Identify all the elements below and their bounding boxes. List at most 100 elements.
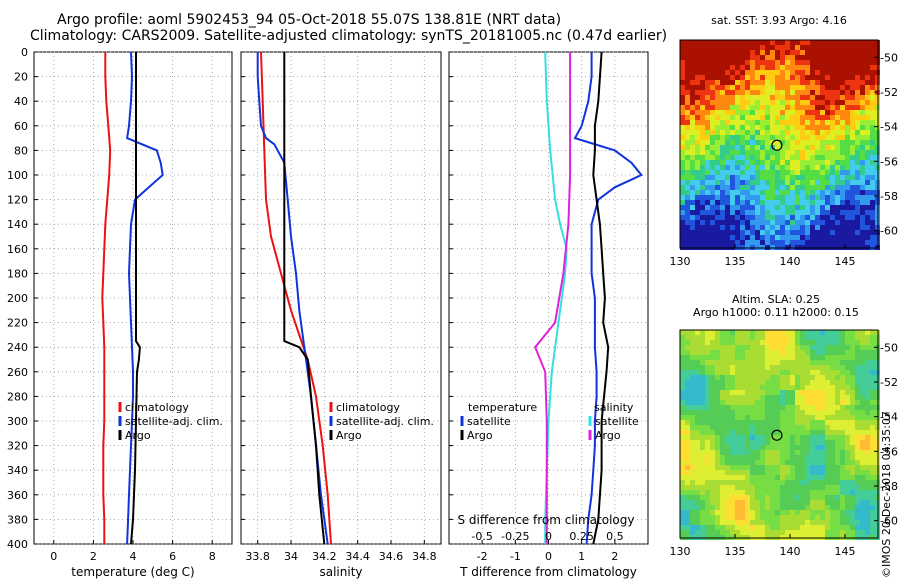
map-cell bbox=[830, 155, 835, 160]
map-cell bbox=[795, 40, 800, 45]
map-cell bbox=[835, 525, 840, 530]
map-cell bbox=[735, 415, 740, 420]
map-cell bbox=[680, 160, 685, 165]
map-cell bbox=[850, 425, 855, 430]
map-cell bbox=[690, 125, 695, 130]
map-cell bbox=[685, 130, 690, 135]
map-cell bbox=[850, 335, 855, 340]
y-tick-label: 100 bbox=[7, 169, 28, 182]
map-cell bbox=[800, 70, 805, 75]
map-cell bbox=[695, 365, 700, 370]
map-cell bbox=[865, 170, 870, 175]
map-cell bbox=[865, 410, 870, 415]
map-cell bbox=[730, 180, 735, 185]
map-cell bbox=[785, 455, 790, 460]
map-cell bbox=[835, 480, 840, 485]
map-cell bbox=[850, 55, 855, 60]
map-cell bbox=[845, 500, 850, 505]
map-cell bbox=[700, 50, 705, 55]
map-cell bbox=[720, 490, 725, 495]
sla-map-subtitle: Argo h1000: 0.11 h2000: 0.15 bbox=[693, 306, 859, 319]
map-cell bbox=[725, 105, 730, 110]
map-cell bbox=[865, 485, 870, 490]
map-cell bbox=[850, 65, 855, 70]
map-cell bbox=[785, 335, 790, 340]
map-cell bbox=[710, 120, 715, 125]
map-cell bbox=[845, 435, 850, 440]
map-cell bbox=[785, 120, 790, 125]
map-cell bbox=[705, 110, 710, 115]
map-cell bbox=[720, 530, 725, 535]
map-cell bbox=[865, 140, 870, 145]
map-cell bbox=[850, 235, 855, 240]
map-cell bbox=[710, 40, 715, 45]
map-cell bbox=[830, 190, 835, 195]
map-cell bbox=[735, 130, 740, 135]
map-cell bbox=[750, 185, 755, 190]
map-cell bbox=[735, 365, 740, 370]
map-cell bbox=[720, 520, 725, 525]
map-cell bbox=[855, 370, 860, 375]
map-cell bbox=[830, 80, 835, 85]
x-tick-label: 34.8 bbox=[412, 550, 437, 563]
map-cell bbox=[825, 465, 830, 470]
map-cell bbox=[845, 150, 850, 155]
map-cell bbox=[750, 80, 755, 85]
map-cell bbox=[760, 485, 765, 490]
map-cell bbox=[765, 405, 770, 410]
map-cell bbox=[720, 185, 725, 190]
map-cell bbox=[695, 220, 700, 225]
map-cell bbox=[740, 60, 745, 65]
legend-label: Argo bbox=[336, 429, 362, 442]
map-cell bbox=[730, 425, 735, 430]
map-cell bbox=[870, 415, 875, 420]
map-cell bbox=[815, 490, 820, 495]
map-cell bbox=[765, 225, 770, 230]
map-cell bbox=[825, 80, 830, 85]
map-cell bbox=[825, 235, 830, 240]
map-cell bbox=[765, 485, 770, 490]
map-cell bbox=[760, 210, 765, 215]
map-cell bbox=[825, 440, 830, 445]
map-cell bbox=[850, 70, 855, 75]
map-cell bbox=[850, 230, 855, 235]
map-cell bbox=[765, 195, 770, 200]
map-cell bbox=[690, 400, 695, 405]
map-cell bbox=[850, 380, 855, 385]
map-cell bbox=[720, 445, 725, 450]
map-cell bbox=[845, 330, 850, 335]
map-cell bbox=[695, 155, 700, 160]
map-cell bbox=[695, 140, 700, 145]
map-cell bbox=[715, 190, 720, 195]
map-cell bbox=[840, 415, 845, 420]
map-cell bbox=[690, 500, 695, 505]
map-cell bbox=[715, 515, 720, 520]
map-cell bbox=[765, 335, 770, 340]
map-cell bbox=[815, 345, 820, 350]
map-cell bbox=[730, 525, 735, 530]
map-cell bbox=[735, 150, 740, 155]
map-cell bbox=[760, 60, 765, 65]
map-cell bbox=[845, 85, 850, 90]
map-cell bbox=[805, 350, 810, 355]
map-cell bbox=[850, 210, 855, 215]
map-cell bbox=[710, 390, 715, 395]
map-cell bbox=[850, 115, 855, 120]
map-cell bbox=[770, 350, 775, 355]
map-cell bbox=[730, 140, 735, 145]
map-cell bbox=[865, 400, 870, 405]
map-cell bbox=[855, 175, 860, 180]
map-cell bbox=[715, 155, 720, 160]
map-cell bbox=[730, 470, 735, 475]
map-cell bbox=[745, 155, 750, 160]
map-cell bbox=[820, 195, 825, 200]
map-cell bbox=[845, 440, 850, 445]
map-cell bbox=[785, 180, 790, 185]
map-cell bbox=[705, 365, 710, 370]
map-cell bbox=[760, 520, 765, 525]
map-cell bbox=[780, 405, 785, 410]
map-cell bbox=[790, 215, 795, 220]
map-cell bbox=[695, 55, 700, 60]
map-cell bbox=[720, 40, 725, 45]
map-cell bbox=[750, 380, 755, 385]
